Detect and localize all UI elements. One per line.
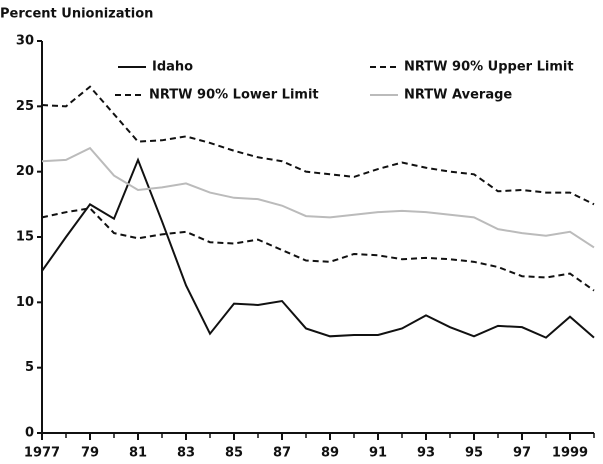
legend-label: Idaho: [152, 60, 193, 75]
y-tick-label: 10: [16, 295, 34, 310]
x-tick-label: 1977: [24, 446, 60, 461]
x-tick-label: 97: [513, 446, 531, 461]
x-tick-label: 85: [225, 446, 243, 461]
y-tick-label: 0: [25, 426, 34, 441]
x-tick-label: 81: [129, 446, 147, 461]
x-tick-label: 79: [81, 446, 99, 461]
series-line: [41, 157, 595, 339]
y-tick-label: 15: [16, 230, 34, 245]
y-tick-label: 25: [16, 99, 34, 114]
y-tick-label: 5: [25, 360, 34, 375]
x-tick-label: 93: [417, 446, 435, 461]
x-tick-label: 91: [369, 446, 387, 461]
y-tick-label: 20: [16, 164, 34, 179]
series-line: [41, 146, 595, 249]
series-line: [41, 85, 595, 206]
x-tick-label: 83: [177, 446, 195, 461]
legend-label: NRTW Average: [404, 88, 512, 103]
x-tick-label: 95: [465, 446, 483, 461]
legend-label: NRTW 90% Upper Limit: [404, 60, 574, 75]
x-tick-label: 87: [273, 446, 291, 461]
y-tick-label: 30: [16, 34, 34, 49]
chart-title: Percent Unionization: [0, 7, 153, 22]
x-tick-label: 1999: [552, 446, 588, 461]
x-tick-label: 89: [321, 446, 339, 461]
legend-label: NRTW 90% Lower Limit: [149, 88, 319, 103]
series-line: [41, 207, 595, 292]
